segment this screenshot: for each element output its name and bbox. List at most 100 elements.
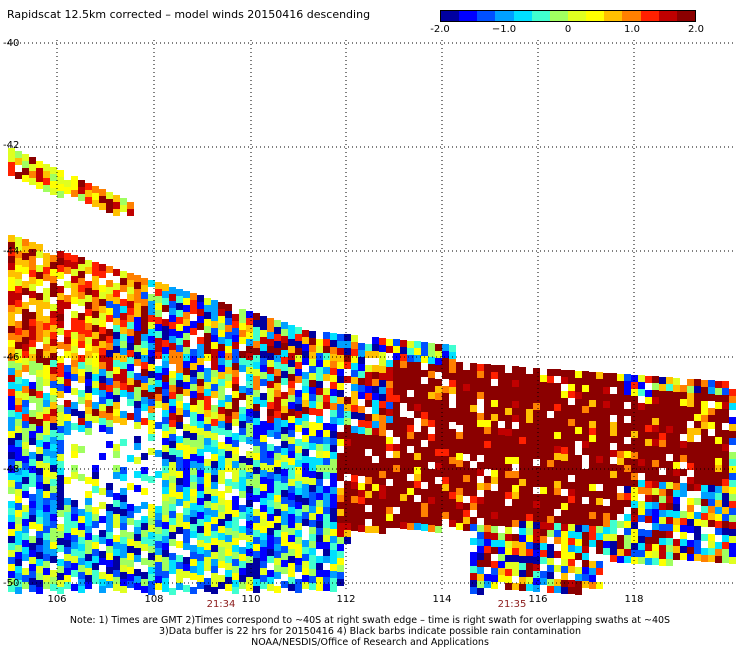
wind-cell xyxy=(421,426,428,433)
wind-cell xyxy=(722,402,729,409)
wind-cell xyxy=(428,406,435,413)
wind-cell xyxy=(400,466,407,473)
wind-cell xyxy=(232,573,239,580)
wind-cell xyxy=(393,409,400,416)
wind-cell xyxy=(134,471,141,478)
wind-cell xyxy=(582,553,589,560)
wind-cell xyxy=(260,568,267,575)
wind-cell xyxy=(183,305,190,312)
wind-cell xyxy=(120,327,127,334)
wind-cell xyxy=(162,396,169,403)
wind-cell xyxy=(29,270,36,277)
wind-cell xyxy=(211,328,218,335)
wind-cell xyxy=(57,265,64,272)
wind-cell xyxy=(50,521,57,528)
wind-cell xyxy=(561,377,568,384)
wind-cell xyxy=(99,376,106,383)
wind-cell xyxy=(71,276,78,283)
wind-cell xyxy=(680,455,687,462)
wind-cell xyxy=(351,524,358,531)
wind-cell xyxy=(232,405,239,412)
wind-cell xyxy=(43,568,50,575)
wind-cell xyxy=(281,392,288,399)
wind-cell xyxy=(673,378,680,385)
wind-cell xyxy=(365,526,372,533)
wind-cell xyxy=(225,584,232,591)
wind-cell xyxy=(288,339,295,346)
wind-cell xyxy=(267,493,274,500)
wind-cell xyxy=(589,470,596,477)
wind-cell xyxy=(22,582,29,589)
wind-cell xyxy=(148,413,155,420)
wind-cell xyxy=(470,489,477,496)
wind-cell xyxy=(414,488,421,495)
wind-cell xyxy=(57,559,64,566)
wind-cell xyxy=(43,421,50,428)
wind-cell xyxy=(484,518,491,525)
wind-cell xyxy=(554,502,561,509)
wind-cell xyxy=(498,372,505,379)
wind-cell xyxy=(295,481,302,488)
wind-cell xyxy=(547,565,554,572)
wind-cell xyxy=(358,511,365,518)
wind-cell xyxy=(113,290,120,297)
wind-cell xyxy=(568,426,575,433)
wind-cell xyxy=(323,423,330,430)
wind-cell xyxy=(99,327,106,334)
wind-cell xyxy=(673,483,680,490)
wind-cell xyxy=(85,379,92,386)
wind-cell xyxy=(22,505,29,512)
wind-cell xyxy=(722,493,729,500)
wind-cell xyxy=(428,490,435,497)
wind-cell xyxy=(498,540,505,547)
wind-cell xyxy=(708,499,715,506)
wind-cell xyxy=(701,464,708,471)
wind-cell xyxy=(610,492,617,499)
wind-cell xyxy=(260,561,267,568)
wind-cell xyxy=(253,369,260,376)
wind-cell xyxy=(477,427,484,434)
wind-cell xyxy=(652,495,659,502)
wind-cell xyxy=(512,429,519,436)
wind-cell xyxy=(540,578,547,585)
wind-cell xyxy=(43,323,50,330)
wind-cell xyxy=(50,262,57,269)
wind-cell xyxy=(78,341,85,348)
wind-cell xyxy=(50,325,57,332)
wind-cell xyxy=(295,348,302,355)
wind-cell xyxy=(484,441,491,448)
wind-cell xyxy=(673,399,680,406)
wind-cell xyxy=(183,424,190,431)
wind-cell xyxy=(498,498,505,505)
wind-cell xyxy=(652,418,659,425)
wind-cell xyxy=(218,526,225,533)
wind-cell xyxy=(435,442,442,449)
wind-cell xyxy=(568,489,575,496)
wind-cell xyxy=(85,498,92,505)
wind-cell xyxy=(183,529,190,536)
wind-cell xyxy=(183,368,190,375)
wind-cell xyxy=(85,400,92,407)
wind-cell xyxy=(43,477,50,484)
wind-cell xyxy=(659,433,666,440)
wind-cell xyxy=(456,383,463,390)
wind-cell xyxy=(141,327,148,334)
wind-cell xyxy=(316,465,323,472)
wind-cell xyxy=(421,412,428,419)
wind-cell xyxy=(722,381,729,388)
wind-cell xyxy=(400,382,407,389)
wind-cell xyxy=(302,491,309,498)
wind-cell xyxy=(631,543,638,550)
wind-cell xyxy=(15,419,22,426)
wind-cell xyxy=(211,405,218,412)
wind-cell xyxy=(43,365,50,372)
wind-cell xyxy=(351,363,358,370)
wind-cell xyxy=(568,482,575,489)
wind-cell xyxy=(155,583,162,590)
wind-cell xyxy=(99,453,106,460)
colorbar xyxy=(440,10,696,22)
wind-cell xyxy=(463,405,470,412)
wind-cell xyxy=(232,447,239,454)
wind-cell xyxy=(715,479,722,486)
wind-cell xyxy=(71,472,78,479)
